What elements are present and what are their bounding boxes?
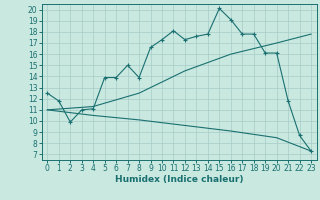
X-axis label: Humidex (Indice chaleur): Humidex (Indice chaleur) (115, 175, 244, 184)
